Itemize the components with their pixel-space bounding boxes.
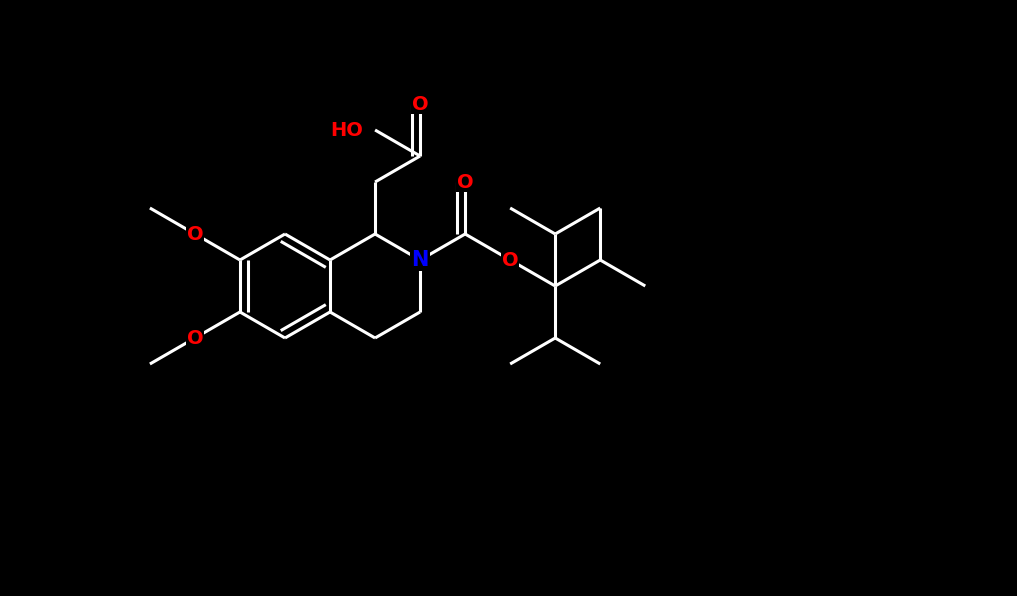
Text: HO: HO	[331, 120, 363, 139]
Text: O: O	[187, 225, 203, 244]
Text: O: O	[457, 172, 474, 191]
Text: O: O	[187, 328, 203, 347]
Text: N: N	[412, 250, 429, 270]
Text: O: O	[412, 95, 428, 113]
Text: O: O	[501, 250, 519, 269]
